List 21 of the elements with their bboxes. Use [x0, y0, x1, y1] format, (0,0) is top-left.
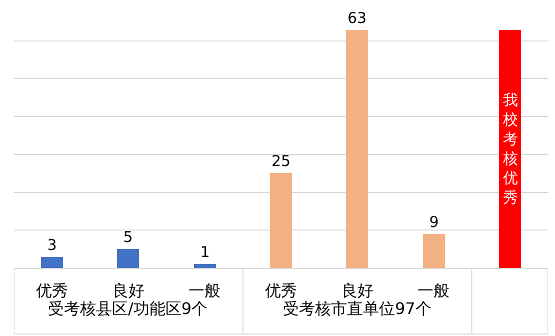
- data-label: 9: [429, 213, 439, 231]
- data-label: 25: [271, 152, 291, 170]
- data-label: 63: [347, 9, 367, 27]
- bar: [346, 30, 368, 268]
- data-label: 5: [123, 228, 133, 246]
- data-label: 1: [200, 243, 210, 261]
- bar: [423, 234, 445, 268]
- x-tick-label: 一般: [418, 281, 450, 300]
- x-tick-label: 良好: [341, 281, 374, 300]
- data-label: 3: [47, 236, 57, 254]
- x-tick-label: 一般: [188, 281, 221, 300]
- x-tick-label: 优秀: [36, 281, 68, 300]
- annotation: 我校考核优秀: [502, 91, 518, 206]
- bar: [270, 173, 292, 268]
- bar: [117, 249, 139, 268]
- bar: [194, 264, 216, 268]
- x-tick-label: 优秀: [265, 281, 297, 300]
- text: 受考核县区/功能区9个: [48, 299, 208, 318]
- text: 受考核市直单位97个: [283, 299, 432, 318]
- x-tick-label: 良好: [112, 281, 144, 300]
- bar: [41, 257, 63, 268]
